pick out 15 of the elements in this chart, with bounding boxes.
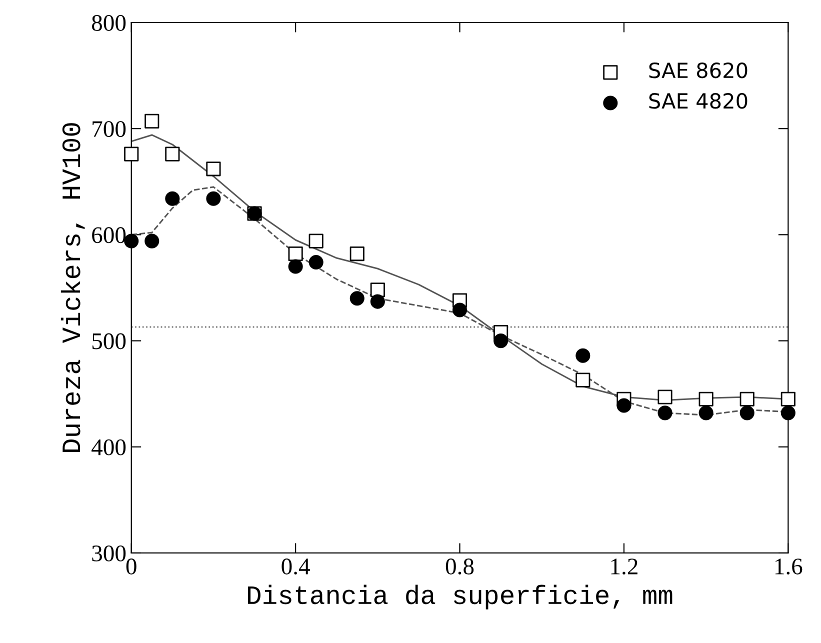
y-axis-title: Dureza Vickers, HV100	[60, 123, 85, 452]
y-tick-label: 600	[92, 227, 126, 244]
x-tick-label: 0.4	[282, 558, 310, 575]
y-tick-label: 400	[92, 439, 126, 456]
y-tick-label: 700	[92, 121, 126, 138]
y-tick-label: 500	[92, 333, 126, 350]
legend-label: SAE 8620	[649, 62, 748, 78]
x-tick-label: 1.2	[611, 558, 638, 575]
x-tick-label: 1.6	[775, 558, 802, 575]
y-tick-label: 300	[92, 545, 126, 562]
x-tick-label: 0.8	[446, 558, 474, 575]
x-tick-label: 0	[126, 558, 136, 574]
y-tick-label: 800	[92, 14, 126, 31]
legend-label: SAE 4820	[649, 93, 748, 109]
x-axis-title: Distancia da superficie, mm	[248, 584, 672, 610]
